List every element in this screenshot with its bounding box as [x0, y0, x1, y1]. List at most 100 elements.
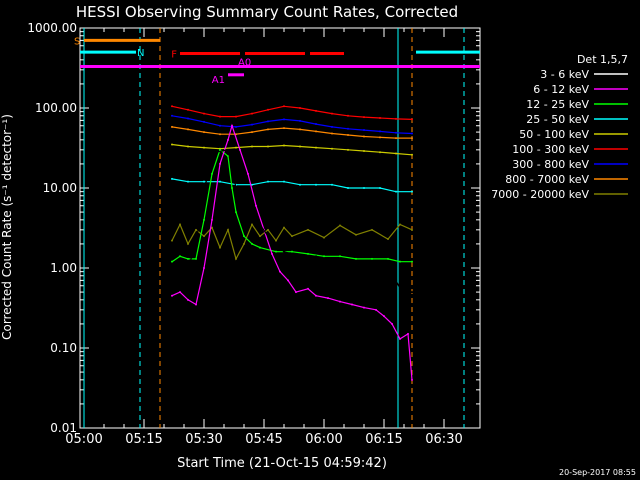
- legend-entry: 3 - 6 keV: [540, 68, 589, 81]
- data-point: [283, 118, 285, 121]
- data-point: [235, 257, 237, 260]
- data-point: [315, 123, 317, 126]
- flag-label: A0: [238, 58, 251, 69]
- data-point: [203, 146, 205, 149]
- data-point: [235, 146, 237, 149]
- data-point: [251, 112, 253, 115]
- y-tick-label: 0.10: [50, 341, 77, 355]
- data-point: [283, 144, 285, 147]
- data-point: [179, 255, 181, 258]
- series-line-5: [171, 105, 413, 120]
- series-line-7: [171, 126, 412, 139]
- data-point: [171, 239, 173, 242]
- legend-title: Det 1,5,7: [577, 53, 628, 66]
- x-tick-label: 06:15: [365, 432, 402, 447]
- data-point: [395, 117, 397, 120]
- data-point: [411, 291, 413, 294]
- data-point: [351, 303, 353, 306]
- y-tick-label: 10.00: [43, 181, 77, 195]
- data-point: [235, 115, 237, 118]
- data-point: [219, 246, 221, 249]
- data-point: [407, 332, 409, 335]
- data-point: [251, 131, 253, 134]
- data-point: [267, 108, 269, 111]
- data-point: [279, 270, 281, 273]
- data-point: [203, 187, 205, 189]
- data-point: [251, 183, 253, 186]
- data-point: [327, 297, 329, 300]
- data-point: [283, 250, 285, 253]
- legend-entry: 12 - 25 keV: [526, 98, 589, 111]
- data-point: [251, 242, 253, 245]
- data-point: [331, 125, 333, 128]
- data-point: [411, 132, 413, 135]
- data-point: [219, 148, 221, 151]
- data-point: [251, 223, 253, 226]
- data-point: [283, 127, 285, 130]
- data-point: [347, 114, 349, 117]
- data-point: [227, 148, 229, 151]
- data-point: [235, 125, 237, 128]
- data-point: [399, 337, 401, 340]
- data-point: [171, 125, 173, 128]
- data-point: [351, 263, 353, 266]
- data-point: [327, 260, 329, 263]
- legend-entry: 800 - 7000 keV: [505, 173, 589, 186]
- data-point: [203, 131, 205, 134]
- data-point: [171, 177, 173, 180]
- data-point: [195, 228, 197, 231]
- data-point: [339, 300, 341, 303]
- legend-entry: 7000 - 20000 keV: [491, 188, 589, 201]
- data-point: [339, 255, 341, 258]
- data-point: [411, 228, 413, 231]
- data-point: [195, 303, 197, 306]
- data-point: [371, 257, 373, 260]
- data-point: [235, 187, 237, 189]
- data-point: [171, 270, 173, 273]
- data-point: [219, 180, 221, 183]
- data-point: [315, 146, 317, 149]
- data-point: [387, 257, 389, 260]
- data-point: [239, 148, 241, 151]
- series-line-4: [171, 143, 413, 156]
- data-point: [347, 148, 349, 151]
- data-point: [203, 180, 205, 183]
- data-point: [363, 267, 365, 269]
- data-point: [171, 114, 173, 117]
- data-point: [243, 211, 245, 214]
- data-point: [203, 235, 205, 238]
- legend-entry: 50 - 100 keV: [519, 128, 589, 141]
- data-point: [283, 180, 285, 183]
- data-point: [291, 252, 293, 255]
- data-point: [259, 246, 261, 249]
- data-point: [267, 145, 269, 148]
- data-point: [411, 153, 413, 156]
- data-point: [395, 131, 397, 134]
- x-tick-label: 06:30: [425, 432, 462, 447]
- y-tick-label: 1000.00: [27, 21, 77, 35]
- data-point: [211, 218, 213, 221]
- y-tick-label: 100.00: [35, 101, 77, 115]
- data-point: [267, 128, 269, 131]
- x-tick-label: 05:00: [65, 432, 102, 447]
- data-point: [195, 257, 197, 260]
- data-point: [259, 223, 261, 226]
- data-point: [171, 294, 173, 297]
- data-point: [247, 172, 249, 175]
- data-point: [187, 145, 189, 148]
- data-point: [379, 116, 381, 119]
- data-point: [171, 105, 173, 108]
- data-point: [391, 322, 393, 325]
- data-point: [379, 267, 381, 269]
- legend-entry: 300 - 800 keV: [512, 158, 589, 171]
- data-point: [383, 315, 385, 318]
- data-point: [411, 260, 413, 263]
- series-line-8: [171, 223, 413, 261]
- data-point: [219, 115, 221, 118]
- data-point: [399, 287, 401, 290]
- data-point: [243, 242, 245, 245]
- data-point: [323, 255, 325, 258]
- data-point: [251, 145, 253, 148]
- data-point: [187, 180, 189, 183]
